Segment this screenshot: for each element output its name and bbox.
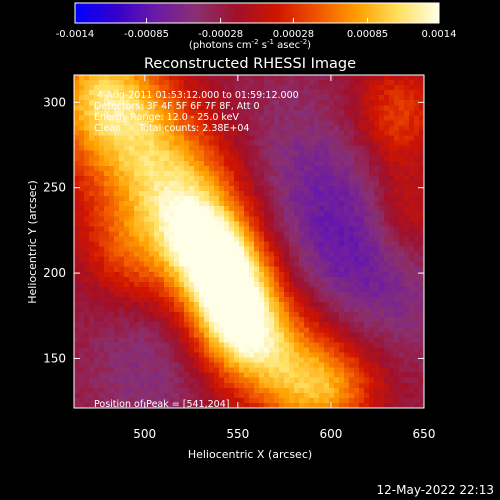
plot-frame — [73, 74, 425, 409]
heatmap-image — [74, 75, 424, 408]
annotation-clean-counts: Clean Total counts: 2.38E+04 — [94, 123, 249, 134]
peak-position-label: Position of Peak = [541,204] — [94, 399, 229, 410]
x-axis: 500 550 600 650 — [133, 75, 435, 441]
y-tick-label: 250 — [43, 181, 66, 195]
annotation-detectors: Detectors: 3F 4F 5F 6F 7F 8F, Att 0 — [94, 101, 260, 112]
colorbar — [74, 2, 440, 24]
x-tick-label: 650 — [413, 427, 436, 441]
plot-area — [73, 74, 425, 409]
footer-date: 12-May-2022 22:13 — [377, 483, 494, 497]
annotation-time-range: 4-Aug-2011 01:53:12.000 to 01:59:12.000 — [97, 90, 299, 101]
colorbar-units: (photons cm-2 s-1 asec-2) — [189, 38, 311, 51]
y-tick-label: 200 — [43, 266, 66, 280]
y-axis: 150 200 250 300 — [43, 95, 424, 365]
x-axis-label: Heliocentric X (arcsec) — [188, 448, 312, 461]
colorbar-tick-label: 0.0014 — [422, 29, 457, 40]
colorbar-tick-label: -0.0014 — [56, 29, 95, 40]
x-tick-label: 500 — [133, 427, 156, 441]
y-tick-label: 300 — [43, 95, 66, 109]
colorbar-tick-label: -0.00085 — [124, 29, 169, 40]
colorbar-tick-label: 0.00085 — [347, 29, 388, 40]
y-tick-label: 150 — [43, 351, 66, 365]
x-tick-label: 600 — [319, 427, 342, 441]
colorbar-tick-label: -0.00028 — [198, 29, 243, 40]
annotation-energy: Energy Range: 12.0 - 25.0 keV — [94, 112, 239, 123]
x-tick-label: 550 — [226, 427, 249, 441]
colorbar-tick-label: 0.00028 — [273, 29, 314, 40]
colorbar-ticks: -0.0014 -0.00085 -0.00028 0.00028 0.00085 0.0… — [56, 18, 457, 40]
y-axis-label: Heliocentric Y (arcsec) — [26, 180, 39, 304]
chart-title: Reconstructed RHESSI Image — [144, 56, 356, 72]
